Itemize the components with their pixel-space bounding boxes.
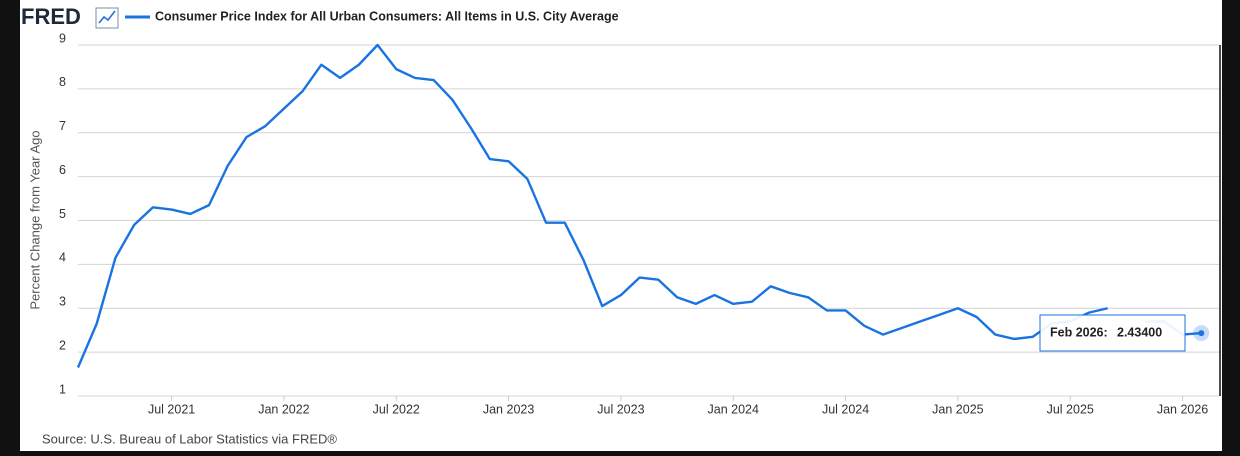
y-tick-label: 5 xyxy=(59,207,66,221)
y-tick-label: 7 xyxy=(59,119,66,133)
x-tick-label: Jan 2025 xyxy=(932,402,983,416)
panel xyxy=(20,0,1222,451)
legend-label: Consumer Price Index for All Urban Consu… xyxy=(155,9,619,23)
y-tick-label: 4 xyxy=(59,251,66,265)
y-tick-label: 3 xyxy=(59,295,66,309)
x-tick-label: Jan 2022 xyxy=(258,402,309,416)
hover-point xyxy=(1198,330,1205,337)
x-tick-label: Jul 2025 xyxy=(1047,402,1094,416)
x-tick-label: Jan 2026 xyxy=(1157,402,1208,416)
x-tick-label: Jul 2023 xyxy=(597,402,644,416)
tooltip-value: 2.43400 xyxy=(1117,325,1162,339)
x-tick-label: Jul 2022 xyxy=(373,402,420,416)
x-tick-label: Jan 2023 xyxy=(483,402,534,416)
y-tick-label: 2 xyxy=(59,338,66,352)
logo: FRED xyxy=(21,4,81,29)
y-tick-label: 1 xyxy=(59,382,66,396)
x-tick-label: Jan 2024 xyxy=(708,402,759,416)
y-tick-label: 8 xyxy=(59,75,66,89)
y-tick-label: 6 xyxy=(59,163,66,177)
x-tick-label: Jul 2024 xyxy=(822,402,869,416)
source: Source: U.S. Bureau of Labor Statistics … xyxy=(42,431,337,446)
tooltip-date: Feb 2026: xyxy=(1050,325,1108,339)
y-axis-label: Percent Change from Year Ago xyxy=(27,130,42,309)
x-tick-label: Jul 2021 xyxy=(148,402,195,416)
tooltip-box xyxy=(1039,314,1186,352)
tooltip: Feb 2026: 2.43400 xyxy=(1039,314,1186,352)
logo-icon xyxy=(95,7,119,29)
y-tick-label: 9 xyxy=(59,31,66,45)
